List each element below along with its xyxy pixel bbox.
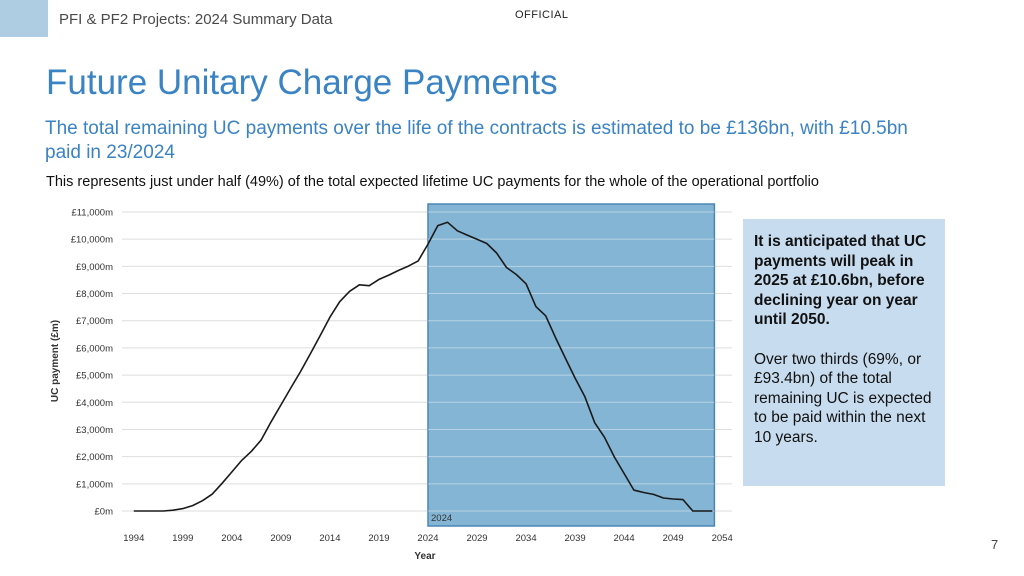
y-tick-label: £10,000m [71,235,113,246]
x-axis-title: Year [414,551,435,562]
series-line [133,221,713,512]
y-tick-label: £2,000m [76,452,113,463]
y-tick-label: £7,000m [76,316,113,327]
x-tick-label: 1999 [172,533,193,544]
x-tick-labels: 1994 1999 2004 2009 2014 2019 2024 2029 2034 2039… [123,533,733,544]
uc-payments-chart: 2024 £0m £1,000m £2,000m £3,000m £4,000m £5,0… [50,203,733,562]
y-tick-label: £8,000m [76,289,113,300]
x-tick-label: 2009 [270,533,291,544]
x-tick-label: 2014 [319,533,340,544]
uc-payment-line [133,221,713,512]
x-tick-label: 2049 [663,533,684,544]
y-tick-label: £6,000m [76,343,113,354]
x-tick-label: 2004 [221,533,242,544]
y-tick-labels: £0m £1,000m £2,000m £3,000m £4,000m £5,000m £6… [71,208,113,518]
y-tick-label: £1,000m [76,479,113,490]
callout-headline: It is anticipated that UC payments will … [754,233,927,328]
y-axis-title: UC payment (£m) [50,320,61,402]
x-tick-label: 1994 [123,533,144,544]
x-tick-label: 2024 [417,533,438,544]
subtitle: The total remaining UC payments over the… [45,118,908,163]
callout-body: Over two thirds (69%, or £93.4bn) of the… [754,350,932,446]
classification-label: OFFICIAL [515,9,569,21]
x-tick-label: 2034 [515,533,536,544]
highlight-region: 2024 [427,203,716,527]
page-number: 7 [991,537,999,552]
highlight-year-label: 2024 [431,513,452,524]
y-tick-label: £0m [95,507,114,518]
header-accent-block [0,0,48,37]
y-tick-label: £9,000m [76,262,113,273]
y-tick-label: £4,000m [76,398,113,409]
page-title: Future Unitary Charge Payments [46,63,558,102]
y-tick-label: £5,000m [76,371,113,382]
x-tick-label: 2044 [614,533,635,544]
y-tick-label: £11,000m [71,208,113,219]
header-title: PFI & PF2 Projects: 2024 Summary Data [59,11,333,28]
x-tick-label: 2019 [368,533,389,544]
x-tick-label: 2029 [466,533,487,544]
x-tick-label: 2039 [565,533,586,544]
description: This represents just under half (49%) of… [46,174,819,190]
forecast-highlight-box [427,203,716,527]
x-tick-label: 2054 [712,533,733,544]
y-tick-label: £3,000m [76,425,113,436]
callout-box: It is anticipated that UC payments will … [743,219,945,486]
